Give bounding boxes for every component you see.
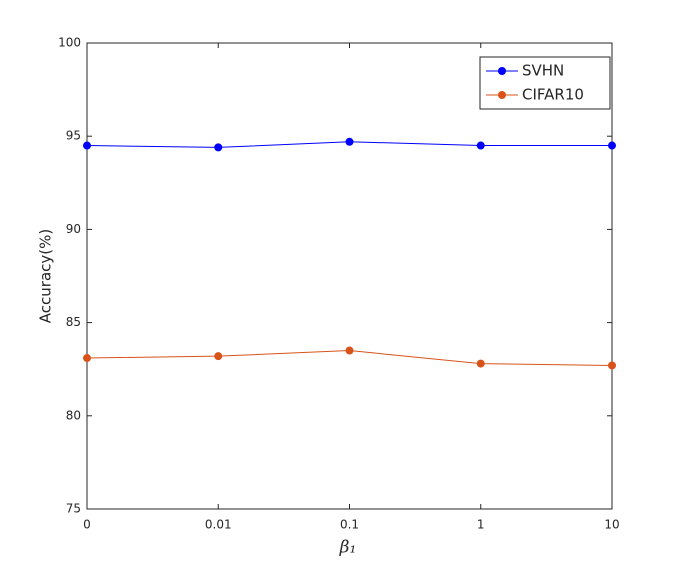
legend-marker — [498, 67, 506, 75]
data-point — [345, 346, 354, 355]
y-tick-label: 80 — [66, 408, 81, 422]
x-tick-label: 10 — [604, 518, 619, 532]
y-tick-label: 95 — [66, 129, 81, 143]
y-axis-label: Accuracy(%) — [37, 229, 55, 323]
data-point — [83, 354, 91, 363]
data-point — [345, 137, 354, 146]
x-tick-label: 0.01 — [205, 518, 232, 532]
y-tick-label: 85 — [66, 315, 81, 329]
x-tick-label: 0 — [83, 518, 91, 532]
data-point — [608, 361, 616, 370]
y-tick-label: 90 — [66, 222, 81, 236]
data-point — [608, 141, 616, 150]
x-tick-label: 0.1 — [340, 518, 359, 532]
data-point — [476, 141, 485, 150]
x-axis-label: β₁ — [339, 538, 357, 558]
legend-marker — [498, 91, 506, 99]
legend-label: CIFAR10 — [522, 86, 584, 104]
y-tick-label: 75 — [66, 502, 81, 516]
x-tick-label: 1 — [477, 518, 485, 532]
plot-frame — [86, 42, 613, 510]
data-point — [476, 359, 485, 368]
data-point — [214, 143, 223, 152]
legend-label: SVHN — [522, 62, 564, 80]
data-point — [83, 141, 91, 150]
y-tick-label: 100 — [58, 36, 81, 50]
legend-box — [479, 56, 611, 110]
data-point — [214, 352, 223, 361]
